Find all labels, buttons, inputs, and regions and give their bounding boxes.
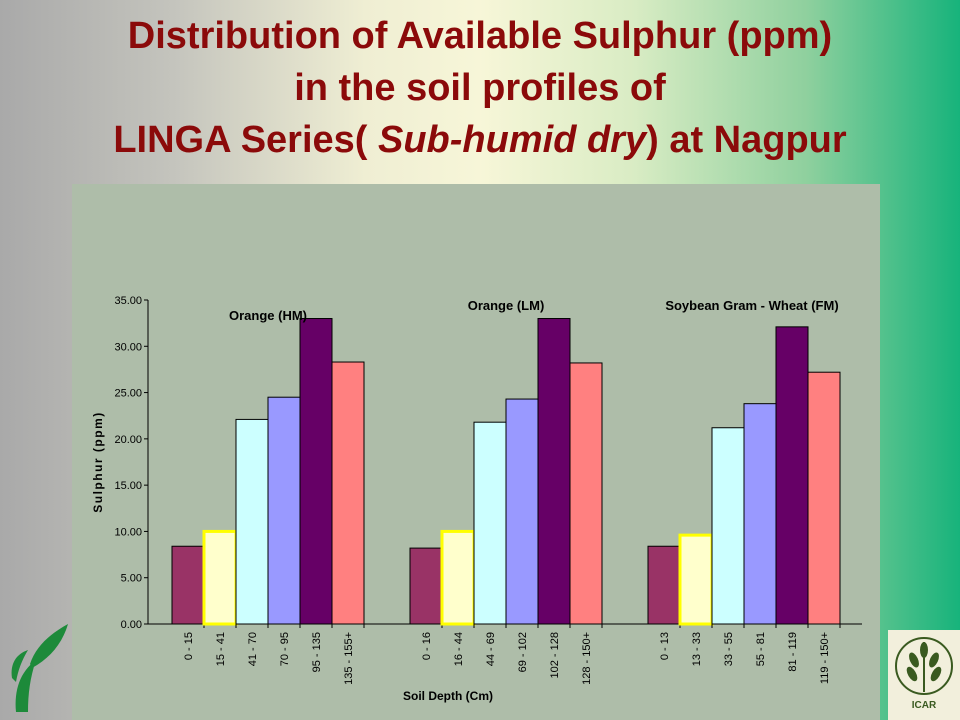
bar (505, 398, 539, 625)
y-tick-label: 35.00 (114, 295, 142, 307)
y-tick-label: 15.00 (114, 480, 142, 492)
bar (678, 533, 714, 626)
title-line-3-start: LINGA Series( (113, 119, 378, 161)
icar-logo-text: ICAR (911, 700, 937, 711)
bar (267, 396, 301, 625)
bar (473, 421, 507, 625)
title-line-1: Distribution of Available Sulphur (ppm) (127, 15, 833, 57)
bar (743, 403, 777, 625)
group-label: Orange (LM) (468, 298, 545, 313)
y-tick-label: 5.00 (121, 573, 142, 585)
x-tick-label: 119 - 150+ (819, 632, 831, 684)
x-tick-label: 16 - 44 (453, 632, 465, 666)
bar (807, 371, 841, 625)
bar (647, 545, 681, 625)
bar (775, 326, 809, 625)
bar (171, 545, 205, 625)
bar (537, 318, 571, 625)
bar (569, 362, 603, 625)
title-line-3-end: ) at Nagpur (646, 119, 847, 161)
y-tick-label: 0.00 (121, 619, 142, 631)
bar-chart: 0.00 5.00 10.00 15.00 20.00 25.00 30.00 35.00 Su… (91, 295, 862, 703)
wheat-emblem-icon (895, 637, 953, 695)
chart-panel: 0.00 5.00 10.00 15.00 20.00 25.00 30.00 35.00 Su… (72, 184, 880, 720)
group-label: Orange (HM) (229, 308, 307, 323)
x-tick-label: 33 - 55 (723, 632, 735, 666)
y-tick-label: 30.00 (114, 341, 142, 353)
y-tick-label: 10.00 (114, 526, 142, 538)
x-tick-label: 41 - 70 (247, 632, 259, 666)
bar (299, 318, 333, 625)
bar (202, 529, 238, 626)
y-axis-title: Sulphur (ppm) (91, 411, 105, 512)
x-axis-title: Soil Depth (Cm) (403, 689, 493, 703)
icar-logo: ICAR (888, 630, 960, 720)
x-tick-label: 70 - 95 (279, 632, 291, 666)
x-tick-label: 69 - 102 (517, 632, 529, 672)
bar (409, 547, 443, 625)
slide-title: Distribution of Available Sulphur (ppm) … (0, 10, 960, 166)
left-leaf-logo-icon (11, 624, 68, 712)
x-tick-label: 128 - 150+ (581, 632, 593, 685)
title-line-2: in the soil profiles of (294, 67, 666, 109)
x-tick-label: 55 - 81 (755, 632, 767, 666)
bar (235, 418, 269, 625)
x-tick-label: 0 - 16 (421, 632, 433, 660)
bar (440, 529, 476, 626)
y-tick-label: 25.00 (114, 388, 142, 400)
x-tick-label: 81 - 119 (787, 632, 799, 672)
x-tick-label: 0 - 15 (183, 632, 195, 660)
title-line-3-italic: Sub-humid dry (378, 119, 647, 161)
x-tick-label: 13 - 33 (691, 632, 703, 666)
group-label: Soybean Gram - Wheat (FM) (665, 298, 838, 313)
x-tick-label: 102 - 128 (549, 632, 561, 678)
title-line-3: LINGA Series( Sub-humid dry) at Nagpur (0, 114, 960, 166)
x-tick-label: 0 - 13 (659, 632, 671, 660)
x-tick-label: 15 - 41 (215, 632, 227, 666)
x-tick-label: 44 - 69 (485, 632, 497, 666)
x-tick-label: 95 - 135 (311, 632, 323, 672)
bar (711, 427, 745, 625)
x-tick-label: 135 - 155+ (343, 632, 355, 685)
bar (331, 361, 365, 625)
y-tick-label: 20.00 (114, 434, 142, 446)
